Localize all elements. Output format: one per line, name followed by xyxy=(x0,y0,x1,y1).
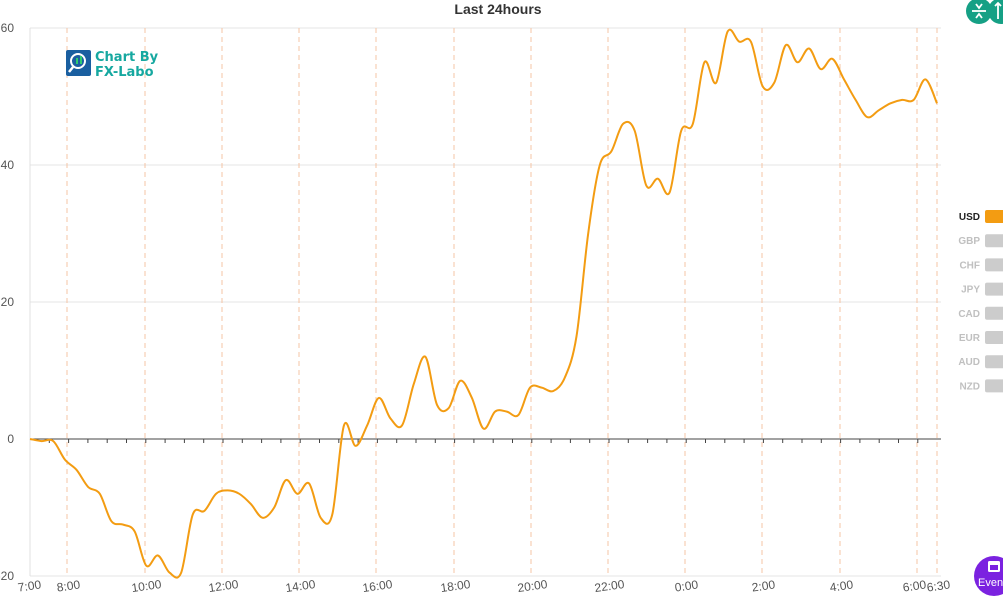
series xyxy=(29,28,938,579)
legend-item-cad[interactable]: CAD xyxy=(958,306,1003,320)
legend-swatch xyxy=(985,258,1003,272)
x-tick-label: 10:00 xyxy=(131,577,163,595)
legend-label: GBP xyxy=(958,236,980,247)
y-tick-label: -20 xyxy=(0,569,14,583)
x-tick-label: 16:00 xyxy=(362,577,394,595)
legend-label: EUR xyxy=(959,333,981,344)
y-tick-label: 20 xyxy=(1,295,15,309)
x-tick-label: 14:00 xyxy=(285,577,317,595)
expand-button[interactable] xyxy=(988,0,1003,24)
legend-label: USD xyxy=(959,212,980,223)
calendar-icon xyxy=(988,561,1000,572)
legend-item-eur[interactable]: EUR xyxy=(959,331,1003,344)
expand-icon xyxy=(994,1,1002,19)
legend-label: JPY xyxy=(961,285,980,296)
legend-item-chf[interactable]: CHF xyxy=(959,258,1003,271)
x-tick-label: 0:00 xyxy=(674,577,699,594)
legend-item-nzd[interactable]: NZD xyxy=(959,379,1003,392)
magnifier-icon xyxy=(70,53,86,69)
x-tick-label: 12:00 xyxy=(208,577,240,595)
collapse-vertical-icon xyxy=(972,3,986,19)
chart-title: Last 24hours xyxy=(454,1,541,17)
events-button[interactable]: Even xyxy=(974,556,1003,596)
grid xyxy=(29,27,941,577)
legend-item-usd[interactable]: USD xyxy=(959,210,1003,223)
x-tick-label: 4:00 xyxy=(829,577,854,594)
legend-swatch xyxy=(985,282,1003,296)
legend-item-aud[interactable]: AUD xyxy=(958,355,1003,368)
legend: USD GBP CHF JPY CAD EUR AUD NZD xyxy=(958,210,1003,392)
collapse-button[interactable] xyxy=(966,0,992,24)
x-tick-label: 18:00 xyxy=(440,577,472,595)
legend-label: AUD xyxy=(958,357,980,368)
legend-label: CAD xyxy=(958,309,980,320)
y-tick-label: 0 xyxy=(7,432,14,446)
legend-swatch xyxy=(985,355,1003,369)
legend-swatch xyxy=(985,210,1003,223)
series-line-usd xyxy=(29,28,938,579)
y-tick-label: 60 xyxy=(1,21,15,35)
legend-swatch xyxy=(985,306,1003,320)
x-tick-label: 22:00 xyxy=(594,577,626,595)
x-tick-label: 6:00 xyxy=(902,577,927,594)
x-tick-label: 20:00 xyxy=(517,577,549,595)
legend-swatch xyxy=(985,234,1003,248)
legend-item-jpy[interactable]: JPY xyxy=(961,282,1003,296)
watermark-logo: Chart By FX-Labo xyxy=(66,50,159,80)
x-tick-label: 6:30 xyxy=(926,577,951,594)
x-tick-label: 7:00 xyxy=(17,577,42,594)
y-tick-label: 40 xyxy=(1,158,15,172)
legend-label: NZD xyxy=(959,381,980,392)
watermark-line2: FX-Labo xyxy=(95,65,154,80)
watermark-line1: Chart By xyxy=(95,50,159,65)
legend-item-gbp[interactable]: GBP xyxy=(958,234,1003,247)
axes: -20 0 20 40 60 7:00 8:00 10:00 12:00 14:00 16:00 18… xyxy=(0,21,951,595)
x-tick-label: 2:00 xyxy=(751,577,776,594)
legend-label: CHF xyxy=(959,260,980,271)
legend-swatch xyxy=(985,379,1003,393)
x-tick-label: 8:00 xyxy=(56,577,81,594)
legend-swatch xyxy=(985,331,1003,344)
events-label: Even xyxy=(978,577,1003,589)
